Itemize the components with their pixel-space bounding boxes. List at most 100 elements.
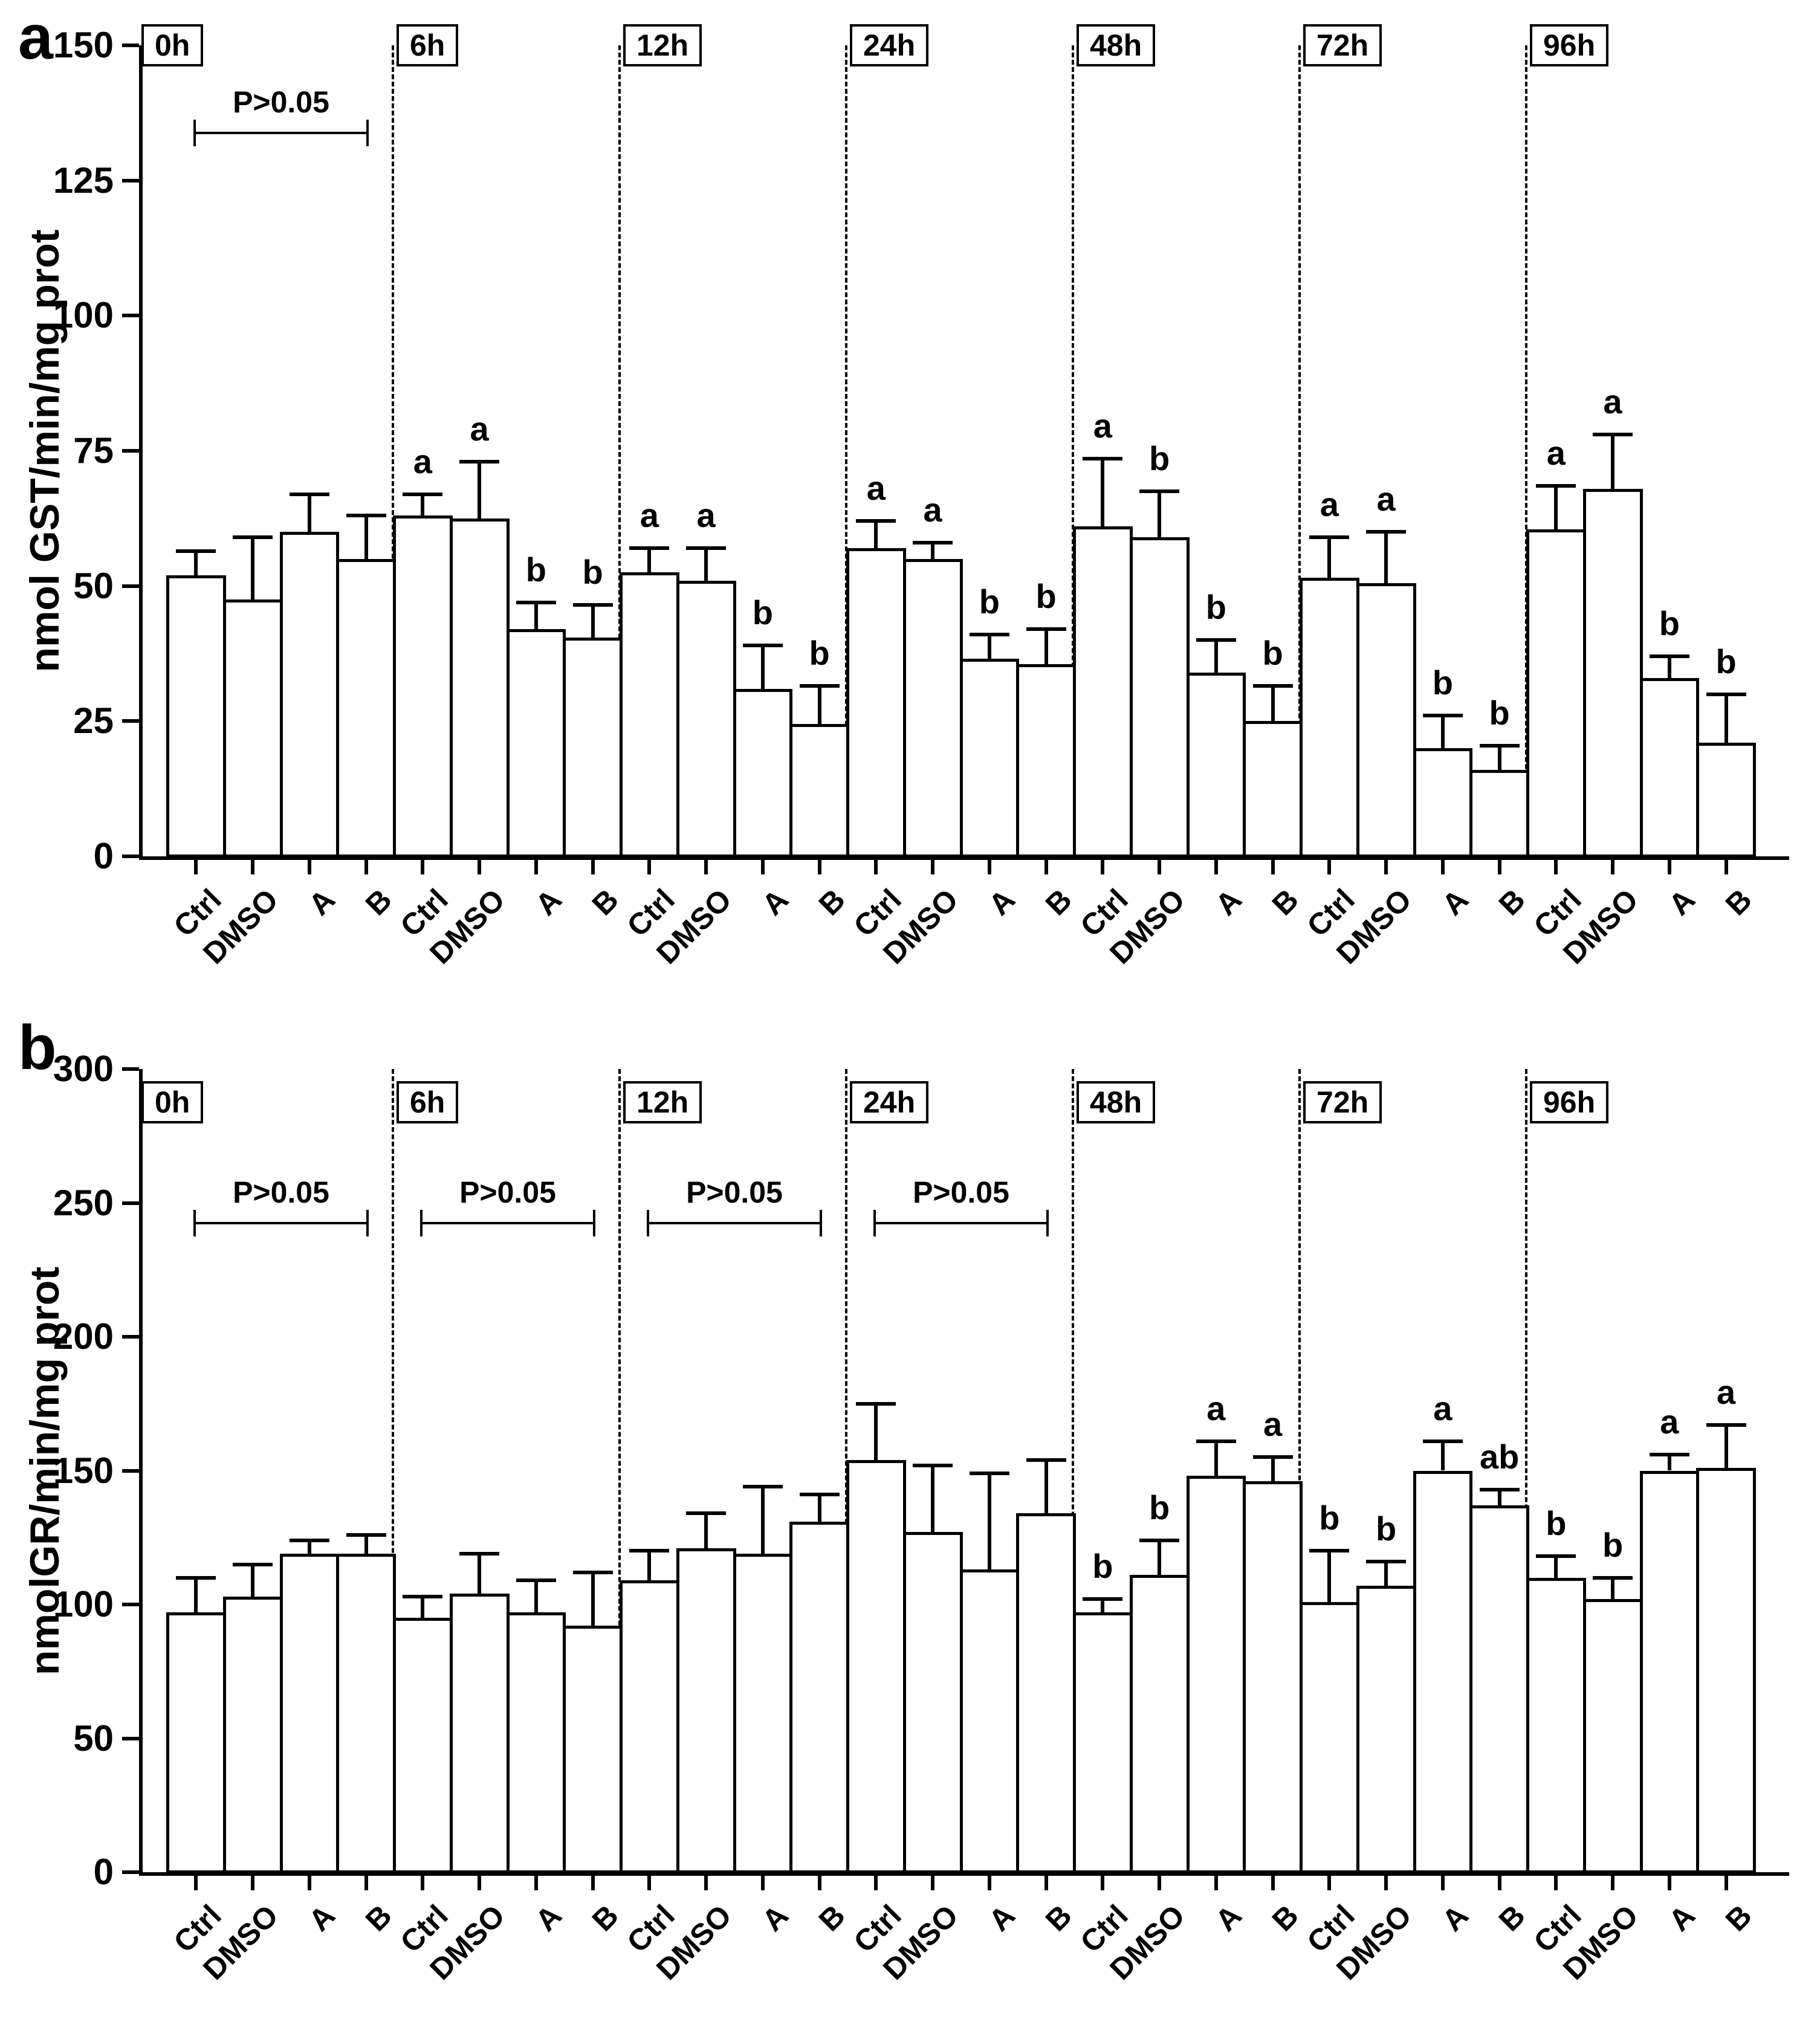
- x-tick-96h-Ctrl: [1554, 1876, 1558, 1890]
- time-label-12h: 12h: [623, 1081, 702, 1123]
- error-bar-96h-DMSO: [1611, 435, 1615, 489]
- x-tick-6h-Ctrl: [421, 1876, 425, 1890]
- error-bar-24h-A: [987, 1473, 991, 1570]
- x-tick-6h-DMSO: [478, 1876, 482, 1890]
- y-tick-label-50: 50: [73, 565, 114, 606]
- error-bar-24h-B: [1044, 629, 1048, 665]
- error-cap-12h-A: [742, 644, 783, 648]
- error-cap-96h-A: [1649, 1452, 1689, 1456]
- error-cap-48h-Ctrl: [1083, 1597, 1123, 1601]
- x-tick-0h-A: [307, 860, 311, 874]
- bar-6h-A: [506, 629, 566, 858]
- x-tick-12h-Ctrl: [647, 1876, 652, 1890]
- sig-letter-48h-B: b: [1262, 634, 1283, 673]
- x-tick-0h-Ctrl: [194, 1876, 198, 1890]
- bar-96h-DMSO: [1582, 1599, 1643, 1873]
- sig-letter-24h-Ctrl: a: [866, 469, 886, 508]
- group-divider-48h: [1072, 45, 1074, 856]
- bar-6h-Ctrl: [393, 515, 453, 858]
- x-tick-48h-B: [1271, 860, 1275, 874]
- error-cap-72h-DMSO: [1366, 530, 1407, 534]
- error-cap-96h-B: [1706, 1423, 1746, 1427]
- y-axis-line: [139, 45, 143, 860]
- error-cap-0h-A: [289, 492, 329, 496]
- y-tick-150: [122, 44, 139, 47]
- x-tick-48h-A: [1214, 1876, 1218, 1890]
- time-label-48h: 48h: [1077, 1081, 1156, 1123]
- x-tick-6h-DMSO: [478, 860, 482, 874]
- x-tick-12h-A: [760, 1876, 765, 1890]
- error-bar-48h-B: [1271, 686, 1275, 722]
- sig-letter-96h-B: b: [1715, 642, 1737, 680]
- error-bar-12h-A: [760, 1487, 765, 1554]
- y-tick-label-250: 250: [53, 1182, 114, 1223]
- bar-24h-B: [1016, 664, 1076, 858]
- bar-48h-A: [1186, 1476, 1246, 1873]
- bar-0h-A: [279, 1553, 340, 1873]
- bracket-0h-label: P>0.05: [233, 1175, 329, 1209]
- error-bar-72h-DMSO: [1384, 1562, 1388, 1586]
- x-tick-96h-A: [1667, 1876, 1671, 1890]
- error-cap-72h-A: [1422, 714, 1463, 718]
- sig-letter-6h-Ctrl: a: [413, 442, 432, 480]
- error-cap-72h-Ctrl: [1309, 535, 1350, 540]
- bracket-24h-line: [874, 1221, 1048, 1224]
- x-tick-72h-A: [1440, 860, 1445, 874]
- bar-0h-DMSO: [222, 1596, 283, 1873]
- time-label-6h: 6h: [397, 1081, 459, 1123]
- y-tick-label-300: 300: [53, 1048, 114, 1089]
- bar-72h-B: [1469, 1505, 1529, 1873]
- error-bar-48h-A: [1214, 640, 1218, 673]
- bar-72h-Ctrl: [1300, 1601, 1359, 1873]
- group-divider-72h: [1298, 45, 1301, 856]
- panel-a-letter: a: [18, 2, 53, 73]
- x-tick-0h-DMSO: [251, 860, 255, 874]
- sig-letter-72h-Ctrl: a: [1320, 485, 1339, 524]
- bar-96h-Ctrl: [1526, 529, 1586, 858]
- bar-0h-A: [279, 532, 340, 858]
- time-label-48h: 48h: [1077, 24, 1156, 66]
- error-cap-6h-Ctrl: [403, 1594, 443, 1598]
- x-tick-0h-B: [364, 1876, 368, 1890]
- error-bar-96h-A: [1667, 1454, 1671, 1471]
- group-divider-12h: [618, 1069, 621, 1872]
- error-cap-48h-B: [1252, 684, 1293, 688]
- error-bar-12h-Ctrl: [647, 548, 652, 573]
- bar-0h-Ctrl: [166, 1612, 226, 1873]
- bracket-0h-label: P>0.05: [233, 85, 329, 120]
- bar-12h-A: [733, 1553, 793, 1873]
- time-label-24h: 24h: [850, 1081, 929, 1123]
- error-bar-24h-Ctrl: [874, 521, 878, 549]
- error-bar-96h-A: [1667, 656, 1671, 678]
- error-cap-24h-A: [969, 633, 1009, 637]
- time-label-0h: 0h: [141, 24, 204, 66]
- error-cap-24h-DMSO: [913, 1463, 953, 1467]
- x-tick-72h-DMSO: [1384, 860, 1388, 874]
- x-tick-24h-DMSO: [931, 1876, 935, 1890]
- error-bar-72h-A: [1440, 716, 1445, 749]
- y-axis-line: [139, 1069, 143, 1876]
- error-cap-0h-Ctrl: [176, 549, 216, 553]
- sig-letter-6h-A: b: [525, 550, 546, 589]
- error-cap-6h-B: [572, 603, 613, 607]
- y-tick-0: [122, 1870, 139, 1874]
- bar-96h-B: [1696, 743, 1756, 858]
- y-tick-150: [122, 1468, 139, 1473]
- bracket-0h-left-tick: [193, 1209, 196, 1236]
- sig-letter-72h-B: b: [1489, 693, 1510, 732]
- error-cap-24h-B: [1026, 627, 1066, 632]
- x-tick-6h-B: [591, 860, 595, 874]
- x-tick-48h-B: [1271, 1876, 1275, 1890]
- y-tick-125: [122, 178, 139, 183]
- x-tick-96h-DMSO: [1611, 860, 1615, 874]
- error-bar-6h-B: [591, 1572, 595, 1626]
- bracket-24h-right-tick: [1046, 1209, 1049, 1236]
- bar-24h-Ctrl: [846, 548, 906, 858]
- error-bar-6h-A: [534, 602, 538, 630]
- bar-96h-B: [1696, 1468, 1756, 1873]
- bar-24h-DMSO: [902, 1532, 963, 1873]
- y-tick-300: [122, 1067, 139, 1071]
- bar-48h-B: [1243, 721, 1303, 858]
- x-tick-12h-A: [760, 860, 765, 874]
- error-bar-12h-DMSO: [704, 548, 708, 581]
